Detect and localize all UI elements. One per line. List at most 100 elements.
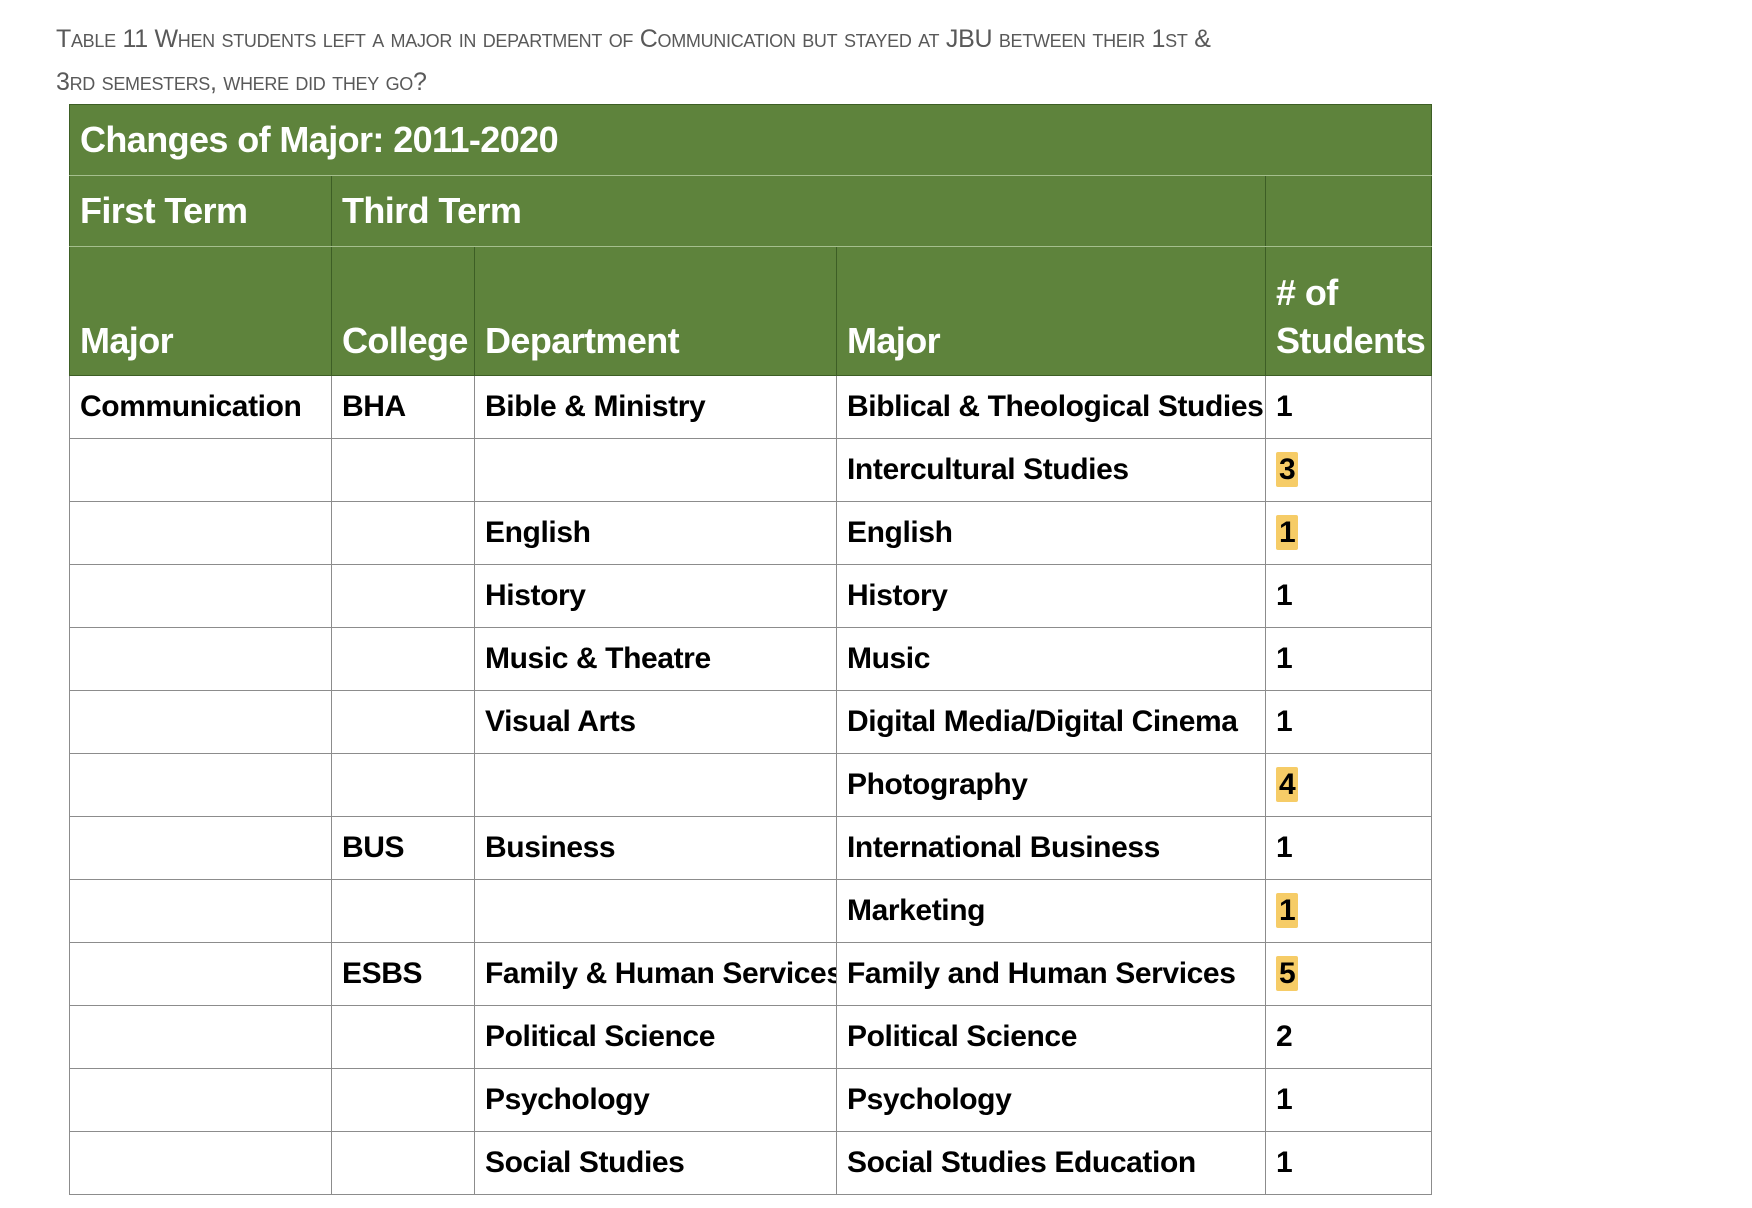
table-title: Changes of Major: 2011-2020 [68,104,1433,176]
cell-num-students: 1 [1264,627,1433,691]
first-term-header: First Term [69,175,332,247]
table-row: History History 1 [69,564,1433,628]
cell-first-major [69,1068,332,1132]
cell-college [331,501,475,565]
column-header-num-students: # of Students [1264,246,1433,376]
cell-major: Psychology [836,1068,1266,1132]
count-value: 1 [1276,1146,1293,1179]
table-row: ESBS Family & Human Services Family and Hu… [69,942,1433,1006]
cell-num-students: 1 [1264,1068,1433,1132]
changes-of-major-table: Changes of Major: 2011-2020 First Term T… [68,104,1433,1195]
table-row: Visual Arts Digital Media/Digital Cinema 1 [69,690,1433,754]
cell-num-students: 1 [1264,375,1433,439]
cell-college [331,1005,475,1069]
cell-department [474,438,837,502]
table-row: Psychology Psychology 1 [69,1068,1433,1132]
cell-major: History [836,564,1266,628]
cell-num-students: 1 [1264,501,1433,565]
cell-college [331,564,475,628]
column-header-row: Major College Department Major # of Stud… [69,246,1433,376]
highlighted-count: 4 [1276,767,1299,802]
cell-num-students: 1 [1264,1131,1433,1195]
cell-department: Visual Arts [474,690,837,754]
cell-num-students: 1 [1264,879,1433,943]
cell-num-students: 1 [1264,690,1433,754]
cell-department: Music & Theatre [474,627,837,691]
cell-department [474,753,837,817]
table-row: Music & Theatre Music 1 [69,627,1433,691]
cell-major: Political Science [836,1005,1266,1069]
cell-first-major [69,690,332,754]
cell-first-major [69,879,332,943]
cell-major: Biblical & Theological Studies [836,375,1266,439]
cell-college: BUS [331,816,475,880]
cell-college [331,1131,475,1195]
cell-major: English [836,501,1266,565]
table-row: Communication BHA Bible & Ministry Biblical… [69,375,1433,439]
count-value: 1 [1276,390,1293,423]
count-value: 1 [1276,1083,1293,1116]
cell-department: Bible & Ministry [474,375,837,439]
cell-num-students: 4 [1264,753,1433,817]
cell-college [331,879,475,943]
cell-college: BHA [331,375,475,439]
count-value: 1 [1276,705,1293,738]
caption-line-2: 3rd semesters, where did they go? [56,68,427,96]
cell-college: ESBS [331,942,475,1006]
cell-num-students: 2 [1264,1005,1433,1069]
cell-major: Digital Media/Digital Cinema [836,690,1266,754]
cell-college [331,627,475,691]
cell-college [331,690,475,754]
cell-department [474,879,837,943]
highlighted-count: 5 [1276,956,1299,991]
cell-department: Psychology [474,1068,837,1132]
cell-num-students: 3 [1264,438,1433,502]
table-body: Communication BHA Bible & Ministry Biblical… [69,375,1433,1195]
cell-college [331,438,475,502]
cell-first-major [69,942,332,1006]
table-row: Photography 4 [69,753,1433,817]
table-row: BUS Business International Business 1 [69,816,1433,880]
cell-major: Music [836,627,1266,691]
caption-line-1: Table 11 When students left a major in d… [56,25,1211,53]
column-header-college: College [331,246,475,376]
cell-college [331,1068,475,1132]
count-value: 1 [1276,831,1293,864]
cell-num-students: 1 [1264,564,1433,628]
cell-first-major [69,1131,332,1195]
cell-first-major [69,501,332,565]
cell-first-major [69,627,332,691]
highlighted-count: 1 [1276,893,1299,928]
cell-first-major: Communication [69,375,332,439]
cell-major: Marketing [836,879,1266,943]
cell-department: English [474,501,837,565]
cell-department: Political Science [474,1005,837,1069]
highlighted-count: 3 [1276,452,1299,487]
column-header-first-major: Major [69,246,332,376]
table-row: Marketing 1 [69,879,1433,943]
table-row: Social Studies Social Studies Education 1 [69,1131,1433,1195]
cell-major: Family and Human Services [836,942,1266,1006]
table-row: Intercultural Studies 3 [69,438,1433,502]
term-header-row: First Term Third Term [69,175,1433,247]
cell-num-students: 5 [1264,942,1433,1006]
count-value: 1 [1276,642,1293,675]
cell-department: History [474,564,837,628]
count-value: 1 [1276,579,1293,612]
cell-first-major [69,816,332,880]
cell-first-major [69,438,332,502]
column-header-department: Department [474,246,837,376]
cell-major: International Business [836,816,1266,880]
table-row: English English 1 [69,501,1433,565]
cell-first-major [69,564,332,628]
cell-major: Intercultural Studies [836,438,1266,502]
empty-term-header [1264,175,1433,247]
cell-num-students: 1 [1264,816,1433,880]
table-title-row: Changes of Major: 2011-2020 [68,104,1433,176]
cell-first-major [69,753,332,817]
cell-first-major [69,1005,332,1069]
cell-department: Business [474,816,837,880]
count-value: 2 [1276,1020,1293,1053]
table-row: Political Science Political Science 2 [69,1005,1433,1069]
highlighted-count: 1 [1276,515,1299,550]
